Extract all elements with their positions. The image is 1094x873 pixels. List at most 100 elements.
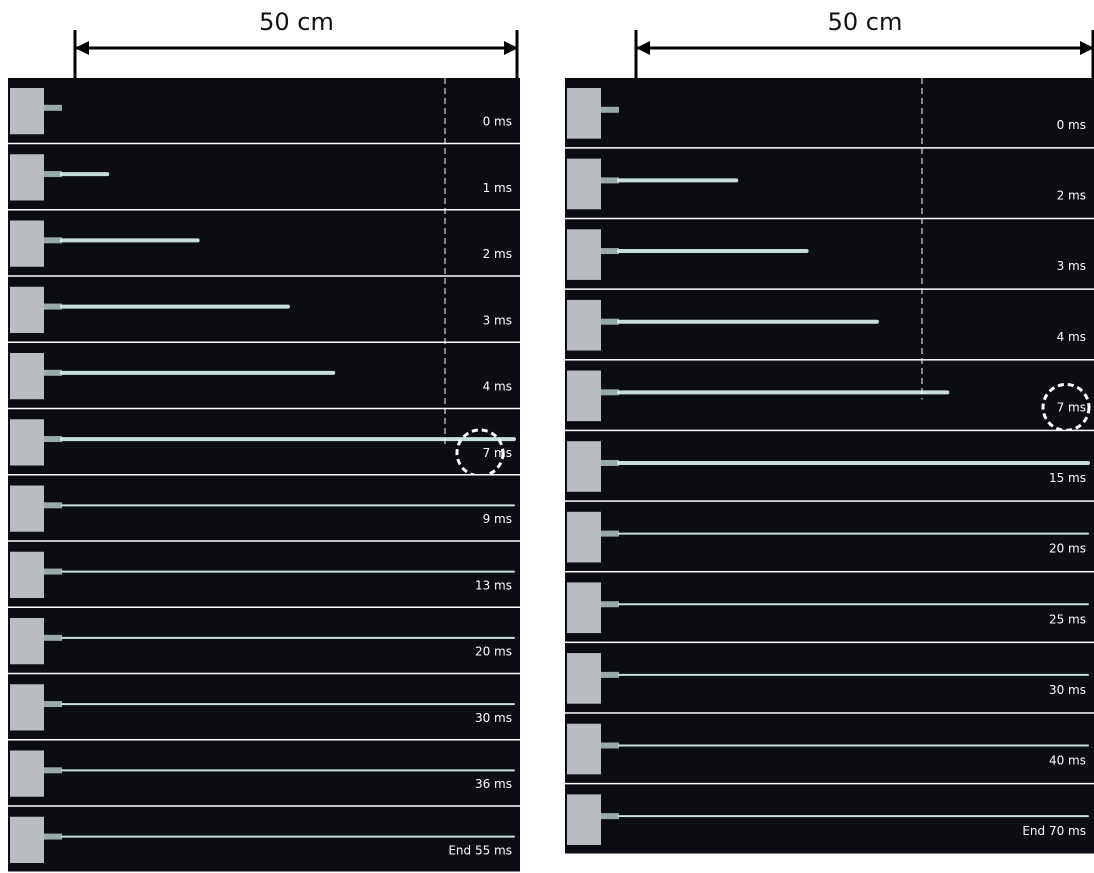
nozzle — [601, 248, 619, 255]
nozzle — [601, 106, 619, 113]
clamp — [10, 816, 44, 863]
highlight-circle — [1041, 382, 1091, 432]
frame-label: 3 ms — [1057, 259, 1086, 273]
nozzle — [44, 171, 62, 178]
nozzle — [601, 671, 619, 678]
frame-label: End 55 ms — [448, 843, 512, 857]
frame-label: 7 ms — [483, 446, 512, 460]
frame-label: 4 ms — [1057, 330, 1086, 344]
clamp — [10, 485, 44, 532]
frame-label: 0 ms — [483, 115, 512, 129]
scale-label: 50 cm — [259, 8, 334, 36]
clamp — [10, 551, 44, 598]
nozzle — [44, 701, 62, 708]
clamp — [567, 88, 601, 139]
photo-frame — [565, 431, 1094, 501]
nozzle — [601, 742, 619, 749]
frame-label: 9 ms — [483, 512, 512, 526]
clamp — [10, 750, 44, 797]
frame-label: 30 ms — [1049, 683, 1086, 697]
clamp — [10, 286, 44, 333]
nozzle — [601, 177, 619, 184]
nozzle — [601, 530, 619, 537]
photo-frame — [8, 276, 520, 342]
clamp — [10, 353, 44, 400]
clamp — [10, 154, 44, 201]
clamp — [567, 511, 601, 563]
photo-frame — [565, 360, 1094, 430]
nozzle — [44, 104, 62, 111]
frame-label: 0 ms — [1057, 118, 1086, 132]
nozzle — [601, 459, 619, 466]
photo-frame — [565, 713, 1094, 783]
photo-frame — [8, 343, 520, 408]
frame-label: 4 ms — [483, 380, 512, 394]
photo-frame — [8, 210, 520, 276]
arrow-head — [75, 41, 89, 55]
nozzle — [601, 601, 619, 608]
nozzle — [601, 813, 619, 820]
arrow-head — [504, 41, 518, 55]
photo-frame — [8, 78, 520, 143]
frame-label: 3 ms — [483, 313, 512, 327]
frame-label: 20 ms — [475, 645, 512, 659]
scale-label: 50 cm — [828, 8, 903, 36]
clamp — [567, 370, 601, 422]
clamp — [10, 220, 44, 267]
photo-frame — [8, 608, 520, 673]
photo-frame — [565, 572, 1094, 642]
nozzle — [44, 303, 62, 310]
frame-label: 36 ms — [475, 777, 512, 791]
nozzle — [44, 634, 62, 641]
nozzle — [44, 369, 62, 376]
frame-label: 40 ms — [1049, 754, 1086, 768]
photo-frame — [565, 219, 1094, 289]
photo-frame — [565, 501, 1094, 571]
clamp — [567, 653, 601, 704]
nozzle — [44, 767, 62, 774]
arrow-head — [1080, 41, 1094, 55]
nozzle — [601, 389, 619, 396]
photo-frame — [565, 148, 1094, 218]
photo-frame — [8, 674, 520, 739]
photo-frame — [565, 78, 1094, 148]
frame-label: 15 ms — [1049, 471, 1086, 485]
clamp — [10, 684, 44, 731]
nozzle — [44, 568, 62, 575]
photo-frame — [565, 643, 1094, 713]
clamp — [567, 158, 601, 210]
clamp — [567, 582, 601, 634]
clamp — [10, 419, 44, 466]
nozzle — [44, 436, 62, 443]
clamp — [10, 618, 44, 665]
photo-frame — [8, 475, 520, 541]
frame-label: 13 ms — [475, 578, 512, 592]
clamp — [567, 299, 601, 351]
clamp — [567, 723, 601, 775]
clamp — [567, 794, 601, 845]
frame-label: 30 ms — [475, 711, 512, 725]
frame-label: 2 ms — [483, 247, 512, 261]
frame-label: End 70 ms — [1022, 824, 1086, 838]
photo-frame — [8, 541, 520, 607]
nozzle — [44, 237, 62, 244]
frame-label: 1 ms — [483, 181, 512, 195]
photo-frame — [565, 784, 1094, 854]
nozzle — [601, 318, 619, 325]
photo-frame — [8, 806, 520, 872]
clamp — [567, 229, 601, 280]
nozzle — [44, 833, 62, 840]
nozzle — [44, 502, 62, 509]
arrow-head — [636, 41, 650, 55]
clamp — [10, 88, 44, 135]
frame-label: 7 ms — [1057, 400, 1086, 414]
photo-frame — [8, 144, 520, 209]
frame-label: 25 ms — [1049, 612, 1086, 626]
photo-frame — [8, 409, 520, 474]
clamp — [567, 441, 601, 492]
frame-label: 20 ms — [1049, 542, 1086, 556]
photo-frame — [565, 289, 1094, 360]
photo-frame — [8, 740, 520, 806]
frame-label: 2 ms — [1057, 188, 1086, 202]
